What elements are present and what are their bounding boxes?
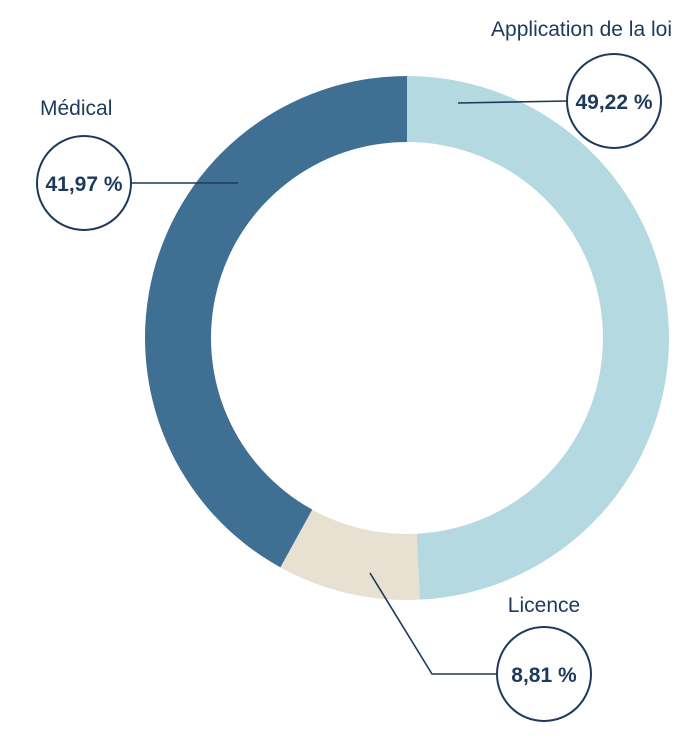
slice-medical [145, 76, 407, 568]
value-label-licence: 8,81 % [511, 664, 577, 687]
category-label-application-de-la-loi: Application de la loi [491, 18, 672, 41]
value-bubble-licence [496, 626, 592, 722]
slices-group [145, 76, 669, 600]
category-label-licence: Licence [508, 594, 580, 617]
category-label-medical: Médical [40, 97, 112, 120]
value-label-medical: 41,97 % [45, 173, 122, 196]
leader-line-application-de-la-loi [457, 100, 569, 104]
value-bubble-application-de-la-loi [566, 53, 662, 149]
value-label-application-de-la-loi: 49,22 % [575, 91, 652, 114]
callout-application-de-la-loi: 49,22 % Application de la loi [457, 18, 672, 149]
value-bubble-medical [36, 135, 132, 231]
slice-licence [280, 509, 420, 600]
leader-line-licence [369, 572, 498, 675]
slice-application-de-la-loi [407, 76, 669, 600]
callout-medical: 41,97 % Médical [36, 97, 238, 231]
callout-licence: 8,81 % Licence [369, 572, 592, 722]
